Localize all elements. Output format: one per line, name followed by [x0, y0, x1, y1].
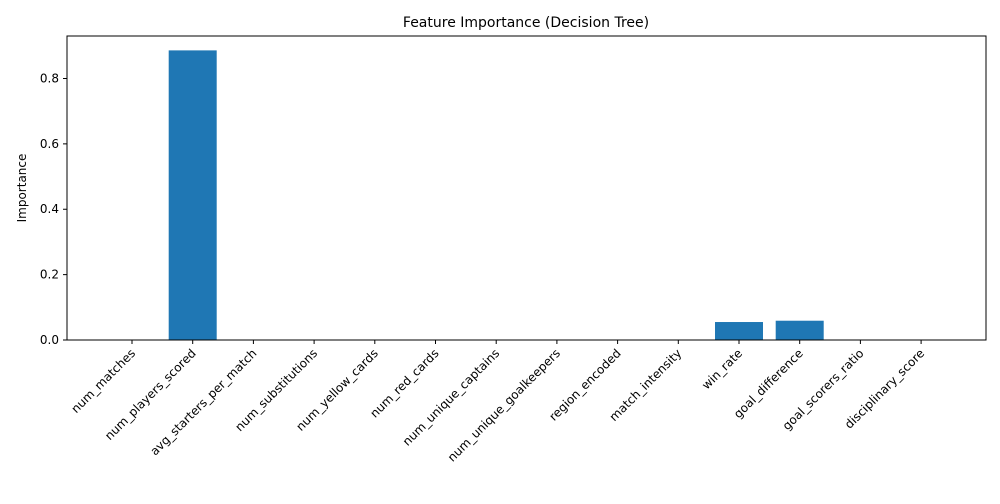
y-tick-label: 0.2 [40, 268, 59, 282]
plot-area: 0.00.20.40.60.8num_matchesnum_players_sc… [40, 35, 987, 464]
bar-win-rate [715, 322, 763, 340]
y-tick-label: 0.6 [40, 137, 59, 151]
y-tick-label: 0.8 [40, 71, 59, 85]
x-tick-label: win_rate [699, 346, 745, 392]
y-tick-label: 0.0 [40, 333, 59, 347]
bar-goal-difference [775, 320, 824, 340]
y-tick-label: 0.4 [40, 202, 59, 216]
plot-frame [66, 35, 987, 341]
chart-title: Feature Importance (Decision Tree) [403, 15, 649, 31]
x-tick-label: num_matches [68, 346, 138, 416]
x-tick-label: num_unique_goalkeepers [445, 346, 563, 464]
x-tick-label: avg_starters_per_match [147, 346, 259, 458]
y-axis-label: Importance [15, 154, 29, 223]
bar-num-players-scored [168, 50, 217, 340]
